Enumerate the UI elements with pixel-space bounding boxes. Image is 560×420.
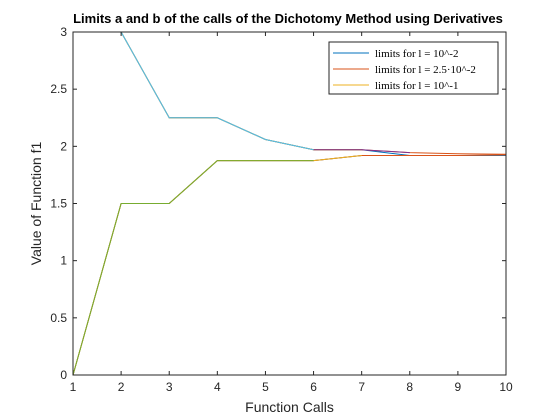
x-tick-label: 4: [214, 380, 221, 394]
x-tick-label: 9: [455, 380, 462, 394]
y-tick-label: 0.5: [50, 311, 67, 325]
x-tick-label: 1: [70, 380, 77, 394]
series-line-5: [72, 155, 362, 376]
y-tick-label: 1.5: [50, 197, 67, 211]
series-line-1: [72, 155, 506, 376]
legend-label: limits for l = 10^-2: [375, 48, 458, 60]
series-line-7: [72, 160, 314, 376]
y-tick-label: 0: [60, 368, 67, 382]
legend-label: limits for l = 10^-1: [375, 80, 458, 92]
legend-label: limits for l = 2.5·10^-2: [375, 64, 476, 76]
series-line-8: [313, 149, 410, 154]
x-tick-label: 3: [166, 380, 173, 394]
y-tick-label: 1: [60, 254, 67, 268]
x-tick-label: 5: [262, 380, 269, 394]
x-axis-label: Function Calls: [245, 399, 334, 415]
series-line-6: [73, 31, 314, 151]
legend: limits for l = 10^-2 limits for l = 2.5·1…: [328, 41, 499, 95]
x-tick-label: 2: [118, 380, 125, 394]
axis-ticks: 1 2 3 4 5 6 7 8 9 10 0 0.5 1 1.5 2 2.5 3: [50, 25, 513, 394]
x-tick-label: 8: [406, 380, 413, 394]
chart-title: Limits a and b of the calls of the Dicho…: [73, 11, 503, 26]
x-tick-label: 6: [310, 380, 317, 394]
x-tick-label: 7: [358, 380, 365, 394]
series-line-4: [73, 31, 362, 151]
y-tick-label: 2: [60, 139, 67, 153]
y-axis-label: Value of Function f1: [28, 142, 44, 266]
series-line-3: [72, 154, 507, 376]
y-tick-label: 3: [60, 25, 67, 39]
x-tick-label: 10: [499, 380, 513, 394]
y-tick-label: 2.5: [50, 82, 67, 96]
